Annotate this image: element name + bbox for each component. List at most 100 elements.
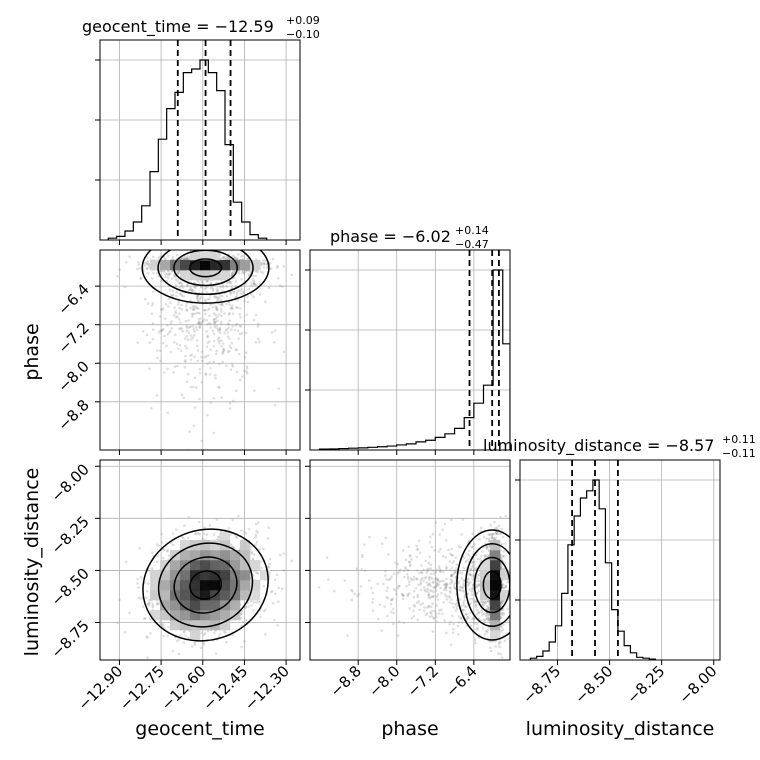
datapoint (468, 573, 472, 576)
datapoint (246, 257, 250, 261)
datapoint (157, 331, 161, 334)
datapoint (432, 569, 435, 572)
datapoint (253, 389, 256, 393)
datapoint (253, 281, 256, 285)
datapoint (188, 288, 192, 292)
datapoint (493, 527, 497, 530)
datapoint (353, 592, 357, 596)
datapoint (228, 349, 231, 353)
datapoint (188, 430, 191, 433)
datapoint (234, 348, 238, 352)
datapoint (220, 310, 223, 313)
datapoint (181, 256, 184, 260)
datapoint (265, 262, 269, 266)
datapoint (209, 348, 212, 351)
datapoint (182, 536, 185, 540)
datapoint (161, 548, 165, 551)
datapoint (243, 355, 247, 359)
panel-content (116, 250, 294, 450)
datapoint (174, 309, 177, 313)
datapoint (146, 656, 149, 659)
datapoint (239, 316, 242, 319)
datapoint (118, 268, 121, 271)
datapoint (221, 342, 225, 345)
datapoint (397, 620, 401, 623)
datapoint (434, 570, 438, 574)
datapoint (220, 314, 223, 318)
datapoint (396, 562, 399, 566)
datapoint (136, 341, 140, 345)
datapoint (473, 599, 476, 603)
datapoint (428, 555, 432, 559)
datapoint (190, 288, 193, 291)
datapoint (406, 575, 410, 579)
datapoint (118, 598, 121, 601)
density-cell (190, 590, 201, 601)
datapoint (194, 325, 198, 329)
datapoint (487, 607, 490, 610)
datapoint (185, 308, 188, 312)
datapoint (272, 618, 276, 622)
datapoint (201, 319, 205, 323)
datapoint (217, 385, 220, 389)
datapoint (192, 308, 195, 311)
datapoint (254, 313, 258, 317)
datapoint (462, 599, 466, 602)
datapoint (169, 301, 172, 304)
datapoint (164, 302, 168, 306)
datapoint (222, 255, 226, 259)
datapoint (150, 312, 154, 316)
datapoint (264, 300, 267, 304)
datapoint (215, 325, 218, 328)
datapoint (162, 307, 165, 311)
datapoint (240, 624, 244, 627)
datapoint (228, 257, 232, 261)
datapoint (447, 548, 450, 552)
datapoint (423, 588, 427, 591)
datapoint (450, 574, 453, 577)
datapoint (147, 604, 151, 607)
datapoint (217, 339, 221, 343)
datapoint (146, 259, 150, 263)
datapoint (415, 544, 419, 548)
datapoint (498, 640, 501, 644)
density-cell (190, 260, 201, 271)
datapoint (219, 322, 223, 325)
datapoint (252, 279, 256, 283)
datapoint (255, 571, 258, 575)
density-cell (190, 550, 201, 561)
datapoint (409, 563, 412, 566)
datapoint (187, 288, 191, 292)
datapoint (196, 532, 200, 535)
datapoint (238, 312, 242, 316)
datapoint (175, 253, 179, 257)
density-cell (180, 260, 191, 271)
datapoint (187, 319, 190, 322)
datapoint (462, 608, 466, 612)
datapoint (448, 596, 452, 599)
datapoint (396, 586, 400, 590)
datapoint (225, 328, 229, 331)
datapoint (227, 527, 231, 530)
datapoint (427, 595, 430, 599)
datapoint (449, 586, 452, 590)
datapoint (172, 341, 176, 344)
datapoint (242, 257, 245, 261)
datapoint (150, 277, 154, 280)
datapoint (227, 326, 231, 330)
datapoint (207, 314, 211, 318)
datapoint (440, 592, 443, 595)
datapoint (422, 585, 426, 589)
datapoint (194, 305, 198, 308)
datapoint (262, 609, 266, 613)
datapoint (247, 287, 251, 291)
datapoint (193, 406, 197, 409)
datapoint (267, 565, 271, 569)
datapoint (465, 613, 468, 617)
datapoint (227, 312, 231, 316)
datapoints (116, 250, 294, 450)
datapoint (218, 328, 221, 332)
datapoint (492, 536, 496, 540)
datapoint (486, 546, 489, 549)
datapoint (171, 269, 174, 273)
